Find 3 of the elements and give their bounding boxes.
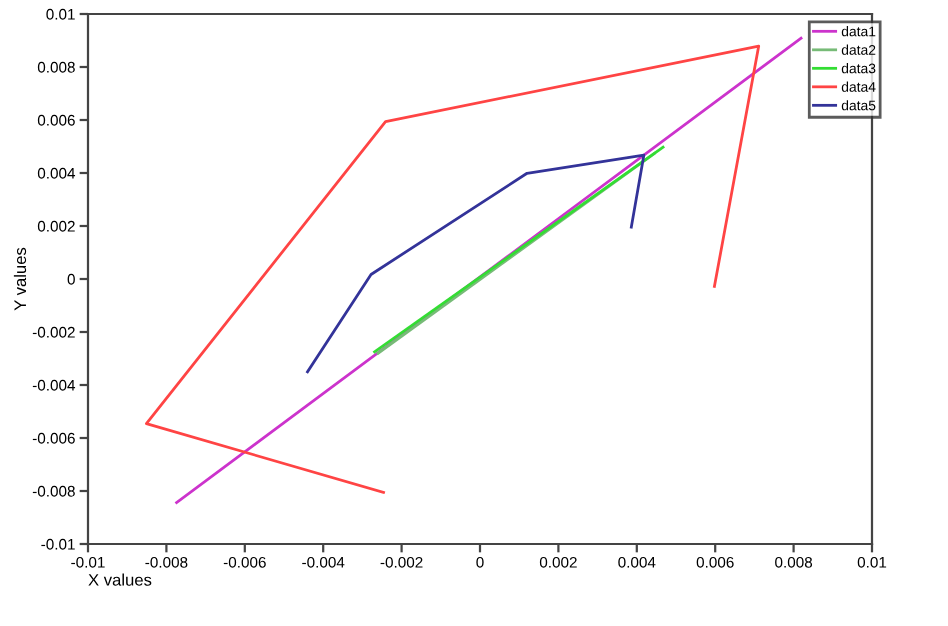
x-axis-title: X values — [88, 573, 152, 586]
y-axis-title: Y values — [13, 247, 27, 311]
line-series — [306, 153, 646, 374]
